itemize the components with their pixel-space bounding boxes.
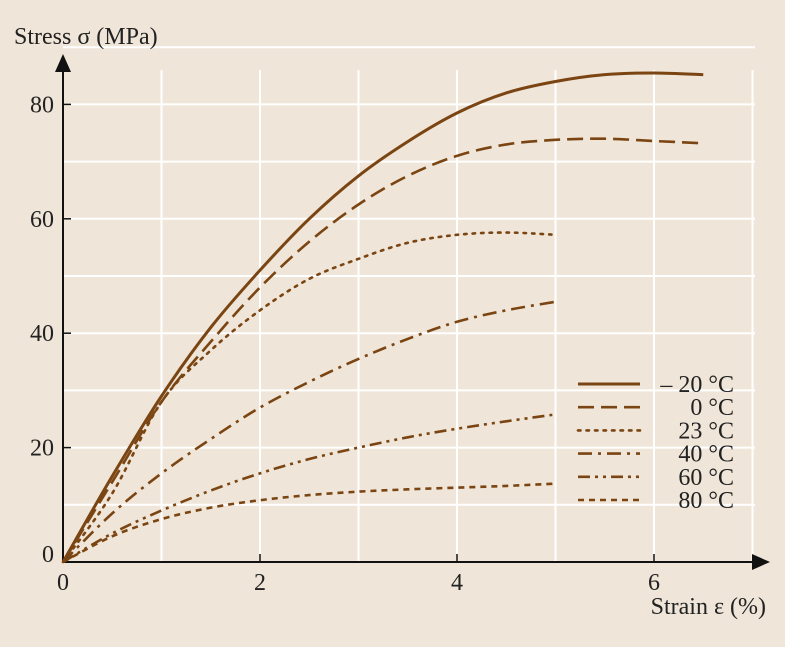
legend-label-4: 60 °C bbox=[678, 465, 734, 491]
legend: – 20 °C0 °C23 °C40 °C60 °C80 °C bbox=[576, 372, 734, 514]
y-tick-label: 20 bbox=[30, 436, 54, 462]
grid bbox=[63, 46, 755, 562]
legend-label-0: – 20 °C bbox=[659, 372, 734, 398]
x-tick-label: 4 bbox=[451, 570, 463, 596]
series-line-0 bbox=[61, 71, 704, 563]
series-line-5 bbox=[62, 482, 556, 564]
legend-label-3: 40 °C bbox=[678, 442, 734, 468]
y-axis-label: Stress σ (MPa) bbox=[14, 24, 158, 50]
legend-label-5: 80 °C bbox=[678, 488, 734, 514]
y-tick-label: 80 bbox=[30, 92, 54, 118]
y-tick-label: 60 bbox=[30, 207, 54, 233]
x-tick-label: 6 bbox=[648, 570, 660, 596]
series-line-2 bbox=[61, 231, 557, 564]
y-tick-label: 0 bbox=[42, 542, 54, 568]
series-line-4 bbox=[62, 413, 556, 564]
legend-label-1: 0 °C bbox=[690, 395, 734, 421]
series-line-1 bbox=[61, 137, 704, 563]
x-axis-label: Strain ε (%) bbox=[651, 594, 766, 620]
series-lines bbox=[61, 71, 704, 564]
x-tick-label: 2 bbox=[254, 570, 266, 596]
y-tick-label: 40 bbox=[30, 321, 54, 347]
legend-label-2: 23 °C bbox=[678, 418, 734, 444]
series-line-3 bbox=[62, 300, 556, 563]
x-tick-label: 0 bbox=[57, 570, 69, 596]
